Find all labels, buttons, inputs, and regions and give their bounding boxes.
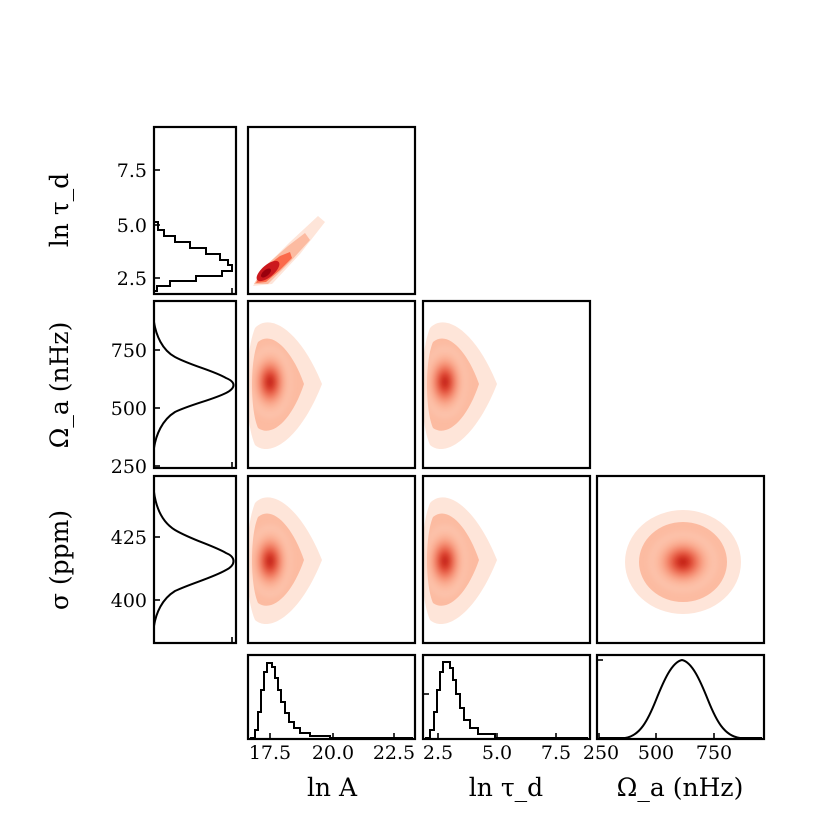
frame-sigma-vs-lnA [246,474,417,645]
density-core [423,346,467,418]
tick-marks [154,169,715,739]
density-core [423,525,467,597]
frame-lntau-marginal-bottom [421,653,592,741]
marginal-lnA-horizontal [250,662,413,739]
density-omega-vs-lntau [423,322,497,449]
density-sigma-vs-lnA [248,497,322,624]
marginal-lntau-horizontal [425,661,588,739]
xtick-label-lnA-17-5: 17.5 [249,742,291,764]
xlabel-lntau: ln τ_d [469,773,543,802]
ytick-label-sigma-425: 425 [111,527,147,549]
frame-omega-marginal [152,299,238,470]
ytick-label-sigma-400: 400 [111,590,147,612]
ytick-label-lntau-7-5: 7.5 [117,160,147,182]
xtick-label-lnA-22-5: 22.5 [373,742,415,764]
marginal-lntau-vertical [153,200,233,292]
ytick-label-lntau-2-5: 2.5 [117,268,147,290]
xtick-label-lnA-20-0: 20.0 [312,742,354,764]
marginal-omega-vertical [153,315,235,466]
frame-lnA-marginal [246,653,417,741]
density-sigma-vs-lntau [423,497,497,624]
frame-sigma-vs-omega [595,474,766,645]
frame-omega-vs-lnA [246,299,417,470]
frame-omega-vs-lntau [421,299,592,470]
ytick-label-omega-500: 500 [111,398,147,420]
ylabel-sigma: σ (ppm) [45,510,74,610]
ytick-label-lntau-5-0: 5.0 [117,215,147,237]
y-tick-labels: 7.5 5.0 2.5 750 500 250 425 400 [111,160,147,612]
frame-omega-marginal-bottom [595,653,766,741]
ytick-label-omega-250: 250 [111,456,147,478]
density-sigma-vs-omega [625,510,741,614]
xtick-label-lntau-5-0: 5.0 [482,742,512,764]
axis-labels: ln A ln τ_d Ω_a (nHz) ln τ_d Ω_a (nHz) σ… [45,173,743,802]
density-core [248,525,292,597]
xtick-label-omega-750: 750 [696,742,732,764]
xtick-label-omega-250: 250 [583,742,619,764]
panel-frames [152,125,766,741]
xlabel-omega: Ω_a (nHz) [617,773,744,802]
marginal-sigma-vertical [153,491,235,627]
density-core [649,532,717,592]
density-lntau-vs-lnA [253,216,325,286]
frame-sigma-vs-lntau [421,474,592,645]
frame-sigma-marginal [152,474,238,645]
ylabel-lntau: ln τ_d [45,173,74,247]
ytick-label-omega-750: 750 [111,340,147,362]
ylabel-omega: Ω_a (nHz) [45,322,74,449]
density-omega-vs-lnA [248,322,322,449]
xlabel-lnA: ln A [307,773,358,802]
frame-lntau-marginal [152,125,238,296]
x-tick-labels: 17.5 20.0 22.5 2.5 5.0 7.5 250 500 750 [249,742,732,764]
frame-lntau-vs-lnA [246,125,417,296]
density-core [248,346,292,418]
density-peak [261,268,271,278]
xtick-label-lntau-2-5: 2.5 [423,742,453,764]
marginal-omega-horizontal [599,658,762,739]
xtick-label-lntau-7-5: 7.5 [541,742,571,764]
xtick-label-omega-500: 500 [638,742,674,764]
